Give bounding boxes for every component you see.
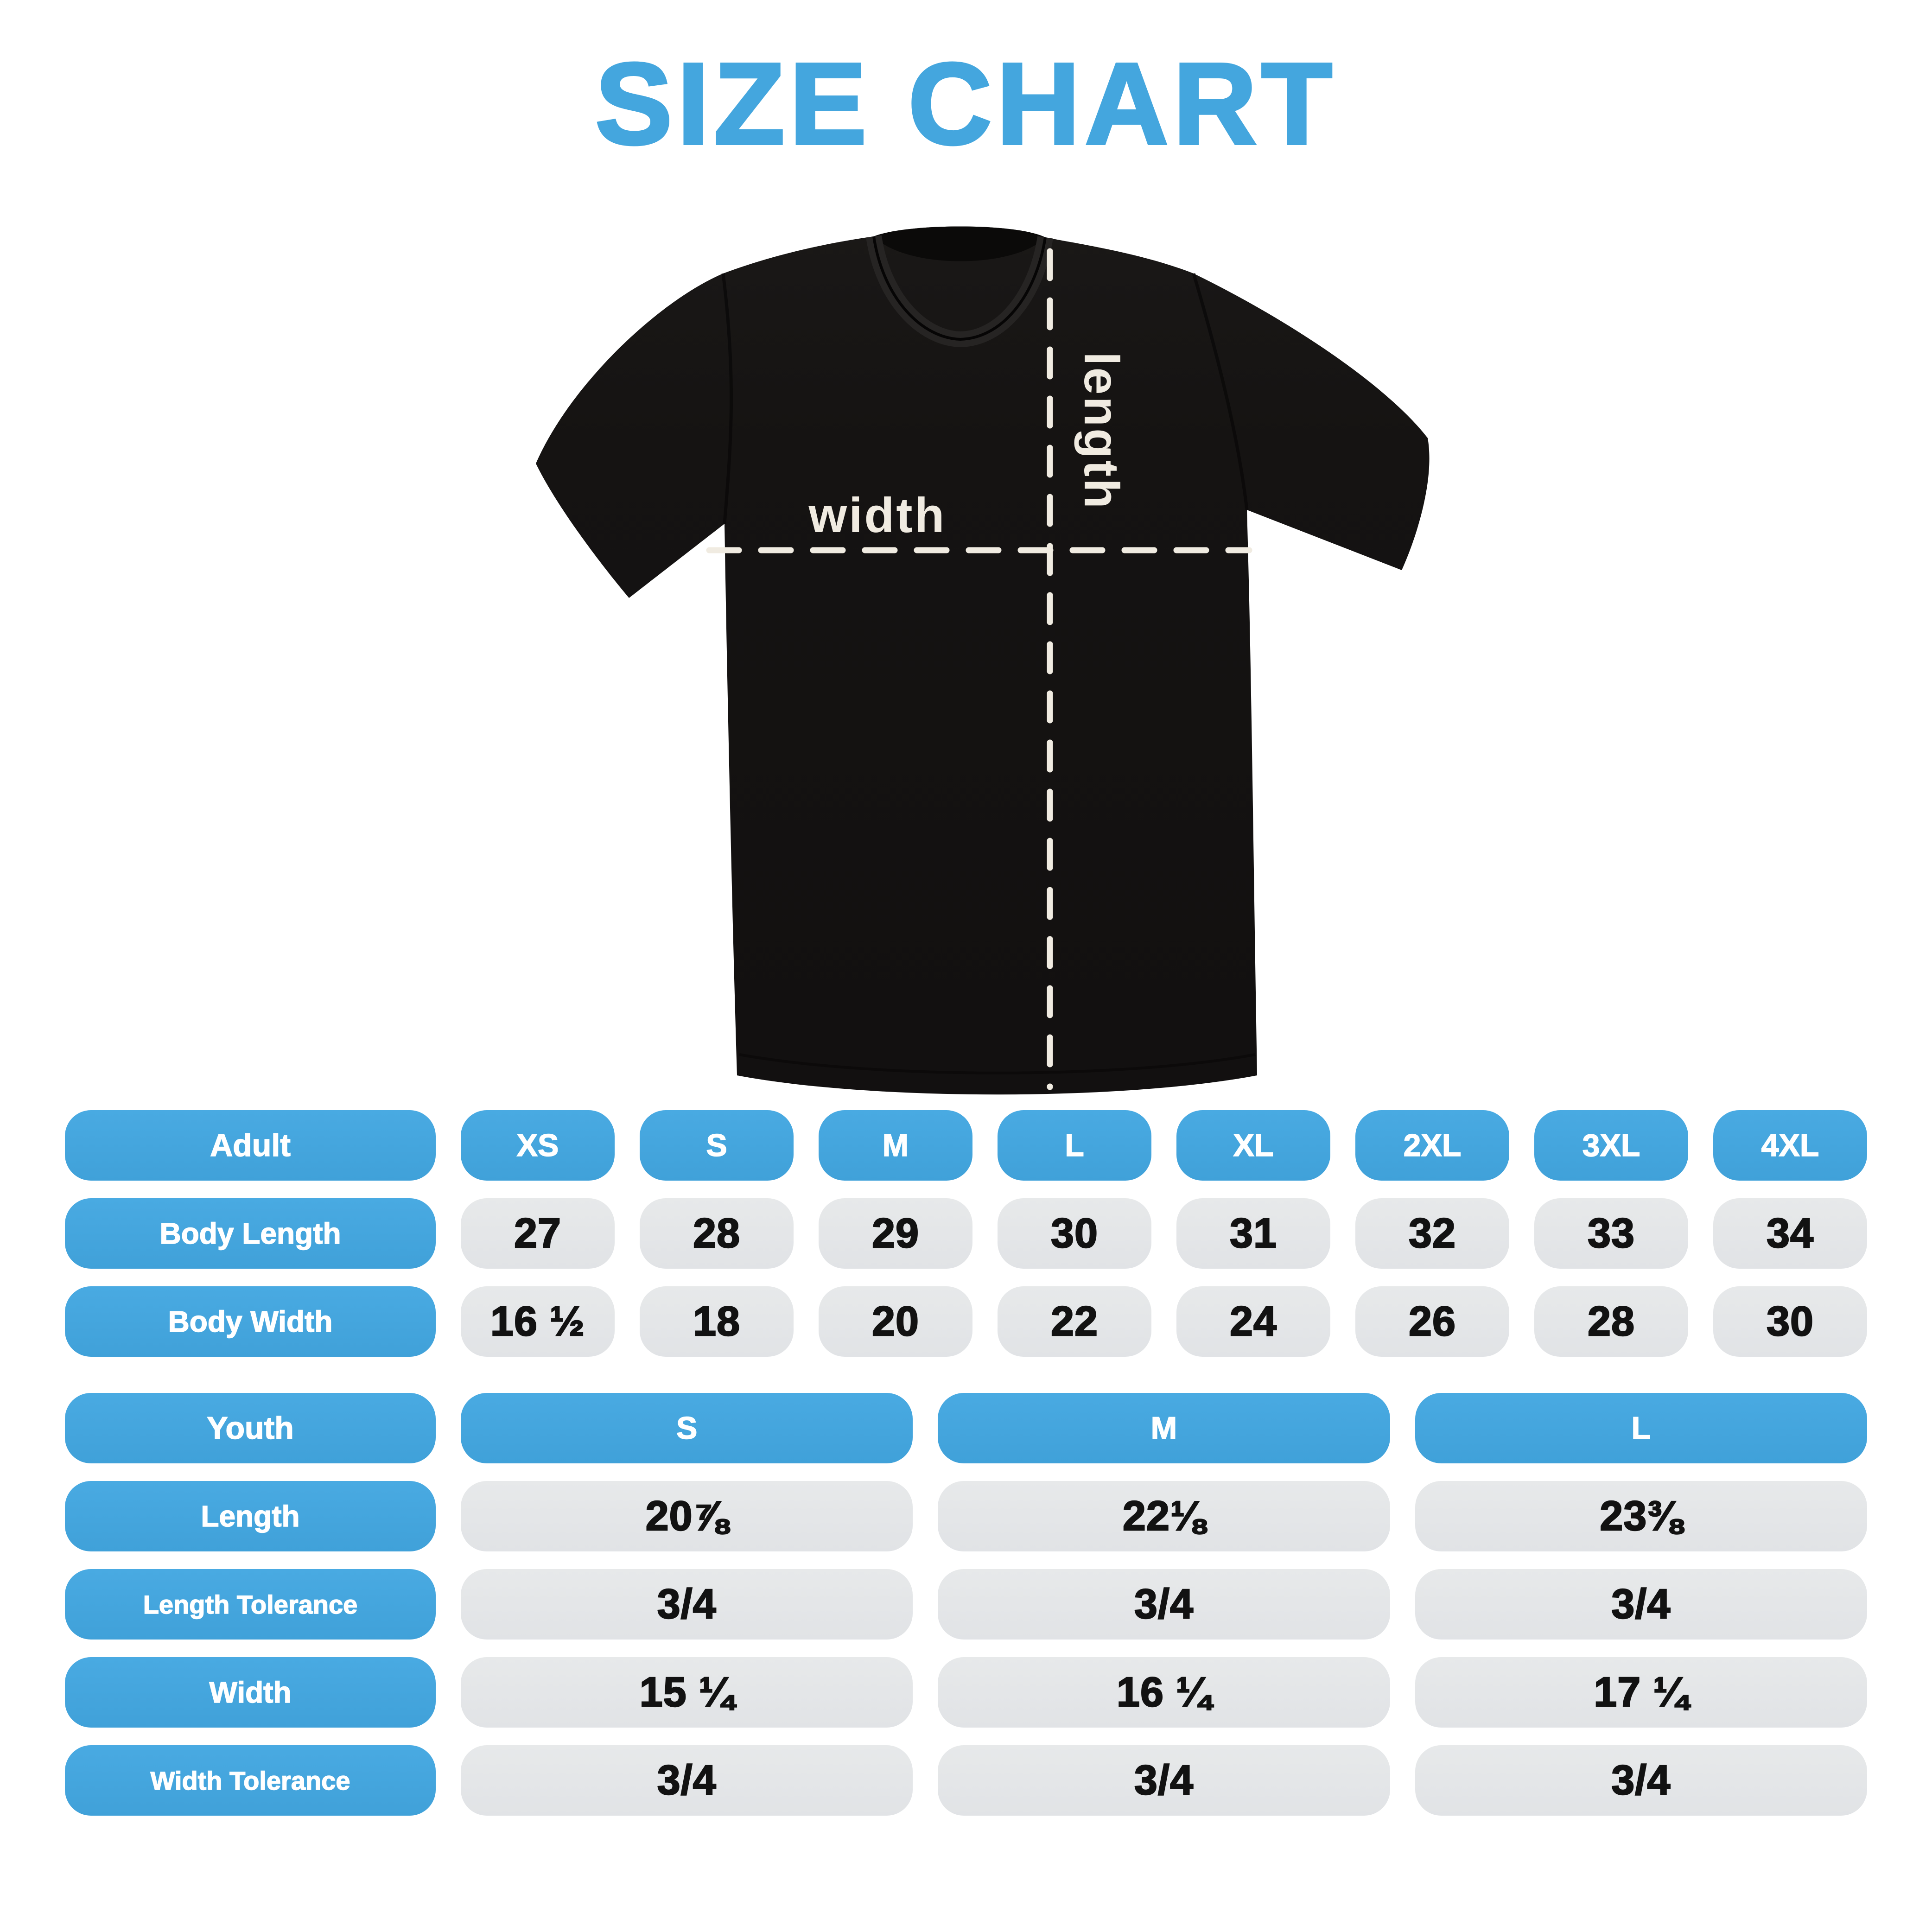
youth-width-s: 15 ¼ (461, 1657, 913, 1728)
row-label-body-width: Body Width (65, 1286, 436, 1357)
body-length-xs: 27 (461, 1198, 615, 1269)
collar-inside (874, 226, 1045, 261)
body-width-2xl: 26 (1355, 1286, 1509, 1357)
youth-length-m: 22⅛ (938, 1481, 1390, 1551)
youth-length-row: Length 20⅞ 22⅛ 23⅜ (65, 1481, 1867, 1551)
body-length-l: 30 (998, 1198, 1151, 1269)
size-header-4xl: 4XL (1713, 1110, 1867, 1181)
body-length-4xl: 34 (1713, 1198, 1867, 1269)
row-label-youth-width: Width (65, 1657, 436, 1728)
length-measure-label: length (1074, 352, 1129, 510)
adult-header-row: Adult XS S M L XL 2XL 3XL 4XL (65, 1110, 1867, 1181)
youth-length-tolerance-l: 3/4 (1415, 1569, 1867, 1640)
body-width-4xl: 30 (1713, 1286, 1867, 1357)
row-label-body-length: Body Length (65, 1198, 436, 1269)
body-width-row: Body Width 16 ½ 18 20 22 24 26 28 30 (65, 1286, 1867, 1357)
body-length-xl: 31 (1176, 1198, 1330, 1269)
left-sleeve-seam (721, 273, 733, 524)
collar-band-edge (872, 236, 1047, 341)
youth-size-table: Youth S M L Length 20⅞ 22⅛ 23⅜ Length To… (65, 1393, 1867, 1816)
youth-width-tolerance-s: 3/4 (461, 1745, 913, 1816)
youth-header-row: Youth S M L (65, 1393, 1867, 1463)
body-length-2xl: 32 (1355, 1198, 1509, 1269)
adult-table-title: Adult (65, 1110, 436, 1181)
body-width-3xl: 28 (1534, 1286, 1688, 1357)
size-header-s: S (640, 1110, 794, 1181)
right-sleeve-seam (1192, 273, 1249, 510)
youth-length-tolerance-m: 3/4 (938, 1569, 1390, 1640)
adult-size-table: Adult XS S M L XL 2XL 3XL 4XL Body Lengt… (65, 1110, 1867, 1357)
hem-stitch (739, 1053, 1256, 1074)
width-measure-label: width (808, 488, 947, 543)
youth-width-m: 16 ¼ (938, 1657, 1390, 1728)
youth-size-header-m: M (938, 1393, 1390, 1463)
size-header-3xl: 3XL (1534, 1110, 1688, 1181)
youth-width-tolerance-m: 3/4 (938, 1745, 1390, 1816)
body-width-s: 18 (640, 1286, 794, 1357)
youth-width-l: 17 ¼ (1415, 1657, 1867, 1728)
body-width-l: 22 (998, 1286, 1151, 1357)
youth-size-header-l: L (1415, 1393, 1867, 1463)
size-header-m: M (819, 1110, 972, 1181)
youth-length-tolerance-s: 3/4 (461, 1569, 913, 1640)
youth-size-header-s: S (461, 1393, 913, 1463)
body-width-m: 20 (819, 1286, 972, 1357)
youth-width-row: Width 15 ¼ 16 ¼ 17 ¼ (65, 1657, 1867, 1728)
tshirt-measurement-diagram: width length (464, 199, 1530, 1126)
body-length-3xl: 33 (1534, 1198, 1688, 1269)
youth-length-l: 23⅜ (1415, 1481, 1867, 1551)
body-width-xs: 16 ½ (461, 1286, 615, 1357)
youth-length-tolerance-row: Length Tolerance 3/4 3/4 3/4 (65, 1569, 1867, 1640)
page-title: SIZE CHART (594, 38, 1337, 170)
size-header-l: L (998, 1110, 1151, 1181)
tshirt-illustration: width length (536, 226, 1430, 1095)
row-label-youth-length: Length (65, 1481, 436, 1551)
row-label-length-tolerance: Length Tolerance (65, 1569, 436, 1640)
size-header-xl: XL (1176, 1110, 1330, 1181)
body-length-m: 29 (819, 1198, 972, 1269)
youth-width-tolerance-row: Width Tolerance 3/4 3/4 3/4 (65, 1745, 1867, 1816)
youth-length-s: 20⅞ (461, 1481, 913, 1551)
size-header-xs: XS (461, 1110, 615, 1181)
size-header-2xl: 2XL (1355, 1110, 1509, 1181)
youth-width-tolerance-l: 3/4 (1415, 1745, 1867, 1816)
body-length-s: 28 (640, 1198, 794, 1269)
youth-table-title: Youth (65, 1393, 436, 1463)
row-label-width-tolerance: Width Tolerance (65, 1745, 436, 1816)
body-length-row: Body Length 27 28 29 30 31 32 33 34 (65, 1198, 1867, 1269)
body-width-xl: 24 (1176, 1286, 1330, 1357)
tshirt-silhouette (536, 226, 1430, 1095)
